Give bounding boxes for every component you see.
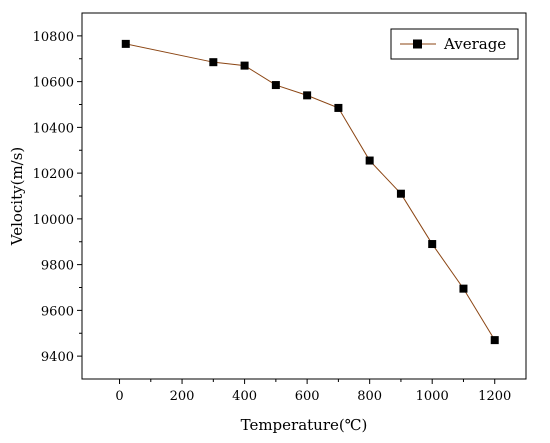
data-point <box>303 91 312 100</box>
x-axis-title: Temperature(℃) <box>241 416 368 434</box>
x-tick-label: 600 <box>295 389 320 404</box>
data-point <box>459 284 468 293</box>
axis-ticks: 0 200 400 600 800 1000 1200 9400 9600 9800 10000 10… <box>33 30 512 404</box>
legend-marker <box>413 39 422 49</box>
data-point <box>490 336 499 345</box>
data-point <box>334 103 343 112</box>
y-tick-label: 9600 <box>41 304 74 319</box>
data-point <box>209 58 218 67</box>
y-tick-label: 9400 <box>41 350 74 365</box>
y-tick-label: 10600 <box>33 76 74 91</box>
data-point <box>396 189 405 198</box>
y-tick-label: 10000 <box>33 213 74 228</box>
x-tick-label: 1000 <box>416 389 449 404</box>
legend-label: Average <box>443 35 506 53</box>
x-tick-label: 200 <box>170 389 195 404</box>
data-point <box>428 240 437 249</box>
x-tick-label: 400 <box>232 389 257 404</box>
x-tick-label: 800 <box>357 389 382 404</box>
y-tick-label: 10200 <box>33 167 74 182</box>
x-tick-label: 0 <box>115 389 123 404</box>
data-point <box>240 61 249 70</box>
y-tick-label: 10800 <box>33 30 74 45</box>
x-tick-label: 1200 <box>478 389 511 404</box>
y-tick-label: 10400 <box>33 121 74 136</box>
series-layer <box>121 39 499 345</box>
data-point <box>271 81 280 90</box>
y-axis-title: Velocity(m/s) <box>8 147 26 247</box>
data-point <box>121 39 130 48</box>
data-point <box>365 156 374 165</box>
y-tick-label: 9800 <box>41 259 74 274</box>
legend: Average <box>390 28 519 60</box>
